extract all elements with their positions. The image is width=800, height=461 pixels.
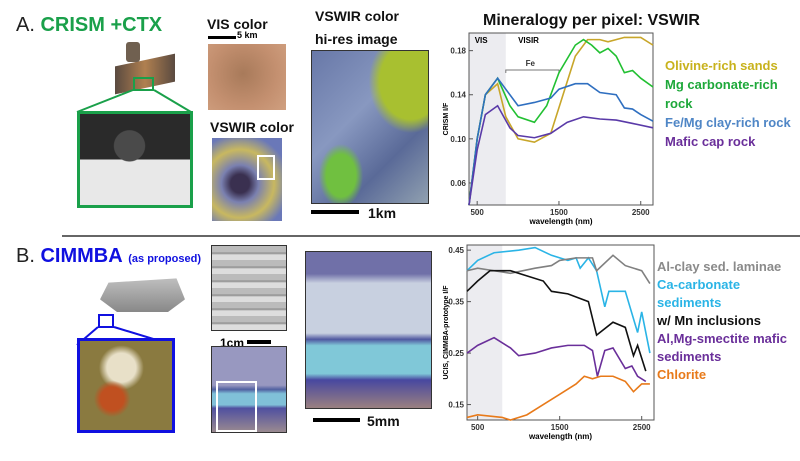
x-tick-label: 1500: [551, 423, 569, 432]
y-tick-label: 0.14: [450, 91, 466, 100]
rover-illustration: [100, 278, 185, 312]
legend-fe-mg-clay: Fe/Mg clay-rich rock: [665, 115, 791, 130]
x-tick-label: 500: [470, 208, 484, 217]
fe-bracket: [505, 69, 560, 73]
panel-b-subtitle: (as proposed): [128, 253, 201, 265]
hires-label-line1: VSWIR color: [315, 8, 400, 24]
x-tick-label: 500: [471, 423, 485, 432]
y-axis-label: UCIS, CIMMBA-prototype I/F: [443, 285, 450, 380]
scale-bar-1cm: [247, 340, 271, 344]
zoom-box: [133, 77, 154, 91]
series-line-fe-mg-clay-rich-rock: [468, 76, 654, 206]
x-axis-label: wavelength (nm): [528, 432, 592, 441]
zoom-lines: [76, 89, 192, 113]
y-tick-label: 0.35: [448, 298, 464, 307]
legend-mn-inclusions: w/ Mn inclusions: [657, 313, 762, 328]
scale-1km-label: 1km: [368, 205, 397, 221]
plot-frame: [468, 32, 654, 206]
x-tick-label: 1500: [550, 208, 568, 217]
y-tick-label: 0.15: [448, 401, 464, 410]
sample-selection-box: [216, 381, 257, 432]
vis-color-label: VIS color: [207, 16, 268, 32]
legend-smectite: Al,Mg-smectite mafic sediments: [657, 331, 788, 364]
legend-olivine: Olivine-rich sands: [665, 58, 778, 73]
chart-b: 500 1500 2500 0.15 0.25 0.35 0.45 wavelength (n…: [443, 244, 655, 441]
panel-b-letter: B.: [16, 245, 35, 267]
series-line-mafic-cap-rock: [468, 104, 654, 206]
hires-label-line2: hi-res image: [315, 31, 398, 47]
series-line-ca-carbonate-sediments: [466, 246, 651, 354]
sample-color-image: [211, 346, 287, 433]
scale-5mm-label: 5mm: [367, 413, 400, 429]
divider: [62, 235, 800, 237]
plot-frame: [466, 244, 655, 421]
scale-bar-5km: [208, 36, 236, 39]
instrument-zoom-box: [98, 314, 114, 328]
x-tick-label: 2500: [633, 423, 651, 432]
panel-b-heading: B. CIMMBA (as proposed): [16, 245, 201, 268]
crism-instrument-photo: [77, 111, 193, 208]
chart-b-legend: Al-clay sed. laminae Ca-carbonate sedime…: [657, 258, 797, 384]
series-line-al-mg-smectite-mafic-sediments: [466, 336, 647, 383]
cimmba-instrument-photo: [77, 338, 175, 433]
panel-a-title: CRISM +CTX: [40, 14, 163, 36]
vis-region-label: VIS: [475, 36, 489, 45]
y-tick-label: 0.45: [448, 246, 464, 255]
vis-shaded-region: [469, 33, 506, 205]
visir-region-label: VISIR: [518, 36, 539, 45]
sample-grayscale-image: [211, 245, 287, 331]
series-line-chlorite: [466, 375, 650, 421]
scale-bar-1km: [311, 210, 359, 214]
panel-a-heading: A. CRISM +CTX: [16, 14, 162, 37]
series-line-olivine-rich-sands: [468, 36, 654, 206]
legend-chlorite: Chlorite: [657, 367, 707, 382]
vswir-selection-box: [257, 155, 275, 180]
scale-bar-5mm: [313, 418, 360, 422]
y-tick-label: 0.18: [450, 47, 466, 56]
vswir-hires-image: [311, 50, 429, 204]
legend-mafic-cap: Mafic cap rock: [665, 134, 756, 149]
panel-b-title: CIMMBA: [40, 245, 123, 267]
y-tick-label: 0.25: [448, 349, 464, 358]
chart-a: 500 1500 2500 0.06 0.10 0.14 0.18 wavelength (n…: [443, 32, 654, 226]
legend-mg-carbonate: Mg carbonate-rich rock: [665, 77, 778, 111]
series-line-w-mn-inclusions: [466, 269, 647, 372]
x-axis-label: wavelength (nm): [528, 217, 592, 226]
x-tick-label: 2500: [632, 208, 650, 217]
panel-a-letter: A.: [16, 14, 35, 36]
y-tick-label: 0.06: [450, 179, 466, 188]
spacecraft-antenna: [126, 42, 140, 62]
chart-a-legend: Olivine-rich sands Mg carbonate-rich roc…: [665, 56, 795, 151]
y-axis-label: CRISM I/F: [443, 102, 450, 135]
scale-5km-label: 5 km: [237, 30, 258, 40]
legend-ca-carbonate: Ca-carbonate sediments: [657, 277, 741, 310]
legend-al-clay: Al-clay sed. laminae: [657, 259, 782, 274]
chart-a-title: Mineralogy per pixel: VSWIR: [483, 12, 700, 29]
y-tick-label: 0.10: [450, 135, 466, 144]
sample-hires-image: [305, 251, 432, 409]
vis-color-image: [208, 44, 286, 110]
vswir-color-label: VSWIR color: [210, 119, 295, 135]
fe-annotation: Fe: [526, 59, 536, 68]
